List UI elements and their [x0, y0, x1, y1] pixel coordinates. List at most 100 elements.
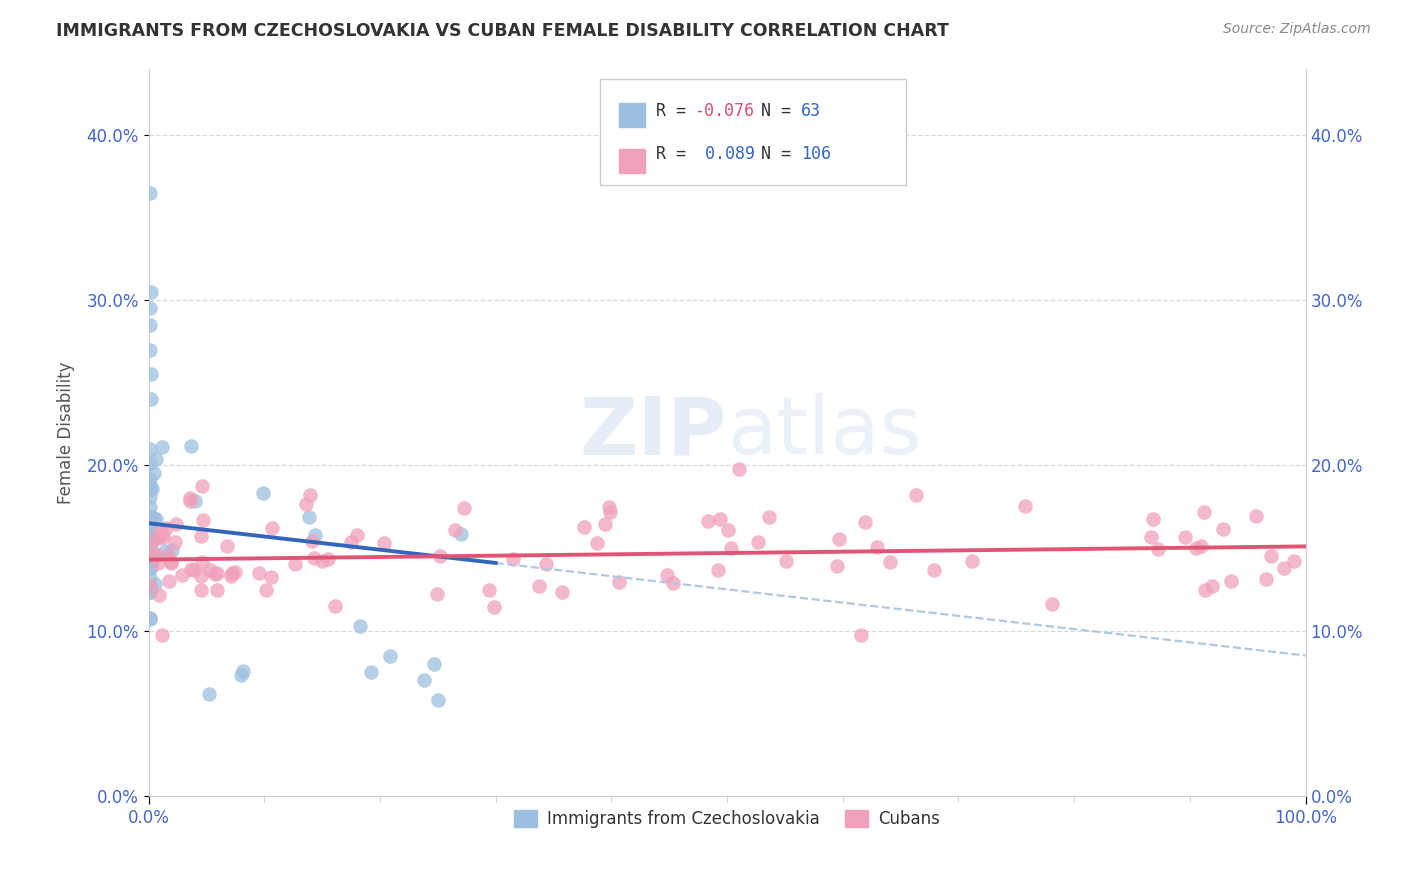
Point: [152, 530, 174, 544]
Point: [138, 456, 160, 470]
FancyBboxPatch shape: [600, 79, 907, 185]
Point: [284, 557, 307, 571]
Point: [143, 577, 166, 591]
Point: [145, 548, 167, 562]
Text: Source: ZipAtlas.com: Source: ZipAtlas.com: [1223, 22, 1371, 37]
Point: [247, 566, 270, 580]
Point: [139, 559, 162, 574]
Text: N =: N =: [761, 102, 800, 120]
Point: [139, 584, 162, 599]
Point: [662, 576, 685, 591]
Point: [360, 665, 382, 679]
Point: [146, 530, 169, 544]
Text: 0.089: 0.089: [695, 145, 755, 163]
Point: [378, 648, 401, 663]
Point: [150, 627, 173, 641]
Point: [232, 664, 254, 678]
Point: [179, 491, 201, 506]
Point: [205, 582, 228, 597]
Point: [138, 472, 160, 486]
Point: [138, 612, 160, 626]
Point: [157, 574, 180, 588]
Point: [146, 548, 169, 562]
Point: [190, 582, 212, 597]
Point: [304, 551, 326, 566]
Point: [1282, 553, 1305, 567]
Point: [150, 440, 173, 454]
Point: [323, 599, 346, 614]
Point: [184, 494, 207, 508]
Point: [599, 505, 621, 519]
Point: [696, 514, 718, 528]
Point: [262, 521, 284, 535]
Point: [1140, 530, 1163, 544]
Point: [444, 523, 467, 537]
Point: [141, 551, 163, 566]
Point: [138, 545, 160, 559]
Text: N =: N =: [761, 145, 800, 163]
Point: [145, 512, 167, 526]
Point: [142, 533, 165, 548]
Point: [149, 524, 172, 538]
Point: [231, 668, 253, 682]
Point: [1246, 509, 1268, 524]
Point: [170, 568, 193, 582]
Point: [758, 510, 780, 524]
Point: [156, 548, 179, 562]
Point: [138, 318, 160, 332]
Point: [138, 301, 160, 316]
Point: [138, 561, 160, 575]
Point: [534, 558, 557, 572]
Point: [1194, 582, 1216, 597]
Point: [138, 580, 160, 594]
Point: [139, 392, 162, 407]
Point: [1260, 549, 1282, 563]
Point: [298, 510, 321, 524]
Point: [146, 531, 169, 545]
Point: [179, 494, 201, 508]
Point: [775, 554, 797, 568]
Point: [142, 466, 165, 480]
Point: [138, 539, 160, 553]
Point: [138, 491, 160, 505]
Point: [252, 486, 274, 500]
Text: R =: R =: [657, 145, 696, 163]
Point: [148, 588, 170, 602]
Point: [198, 564, 221, 578]
Point: [165, 517, 187, 532]
Point: [260, 570, 283, 584]
Point: [527, 579, 550, 593]
Point: [138, 536, 160, 550]
Point: [905, 488, 928, 502]
Point: [478, 582, 501, 597]
Point: [180, 562, 202, 576]
Point: [747, 535, 769, 549]
Point: [191, 555, 214, 569]
Point: [572, 520, 595, 534]
Point: [163, 535, 186, 549]
Point: [709, 512, 731, 526]
Point: [219, 569, 242, 583]
Point: [866, 540, 889, 554]
Point: [205, 566, 228, 581]
Point: [138, 611, 160, 625]
Point: [1174, 529, 1197, 543]
Point: [316, 551, 339, 566]
Point: [139, 285, 162, 299]
Point: [138, 500, 160, 515]
Point: [960, 554, 983, 568]
Point: [193, 513, 215, 527]
Point: [849, 628, 872, 642]
Point: [217, 539, 239, 553]
Point: [160, 555, 183, 569]
Point: [139, 528, 162, 542]
Point: [138, 577, 160, 591]
Point: [191, 479, 214, 493]
Point: [148, 556, 170, 570]
Point: [301, 533, 323, 548]
Point: [299, 488, 322, 502]
Point: [138, 571, 160, 585]
Point: [190, 569, 212, 583]
Point: [221, 566, 243, 580]
Point: [311, 554, 333, 568]
